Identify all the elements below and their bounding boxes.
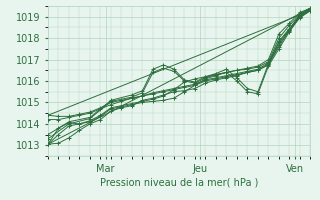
X-axis label: Pression niveau de la mer( hPa ): Pression niveau de la mer( hPa ) [100,178,258,188]
